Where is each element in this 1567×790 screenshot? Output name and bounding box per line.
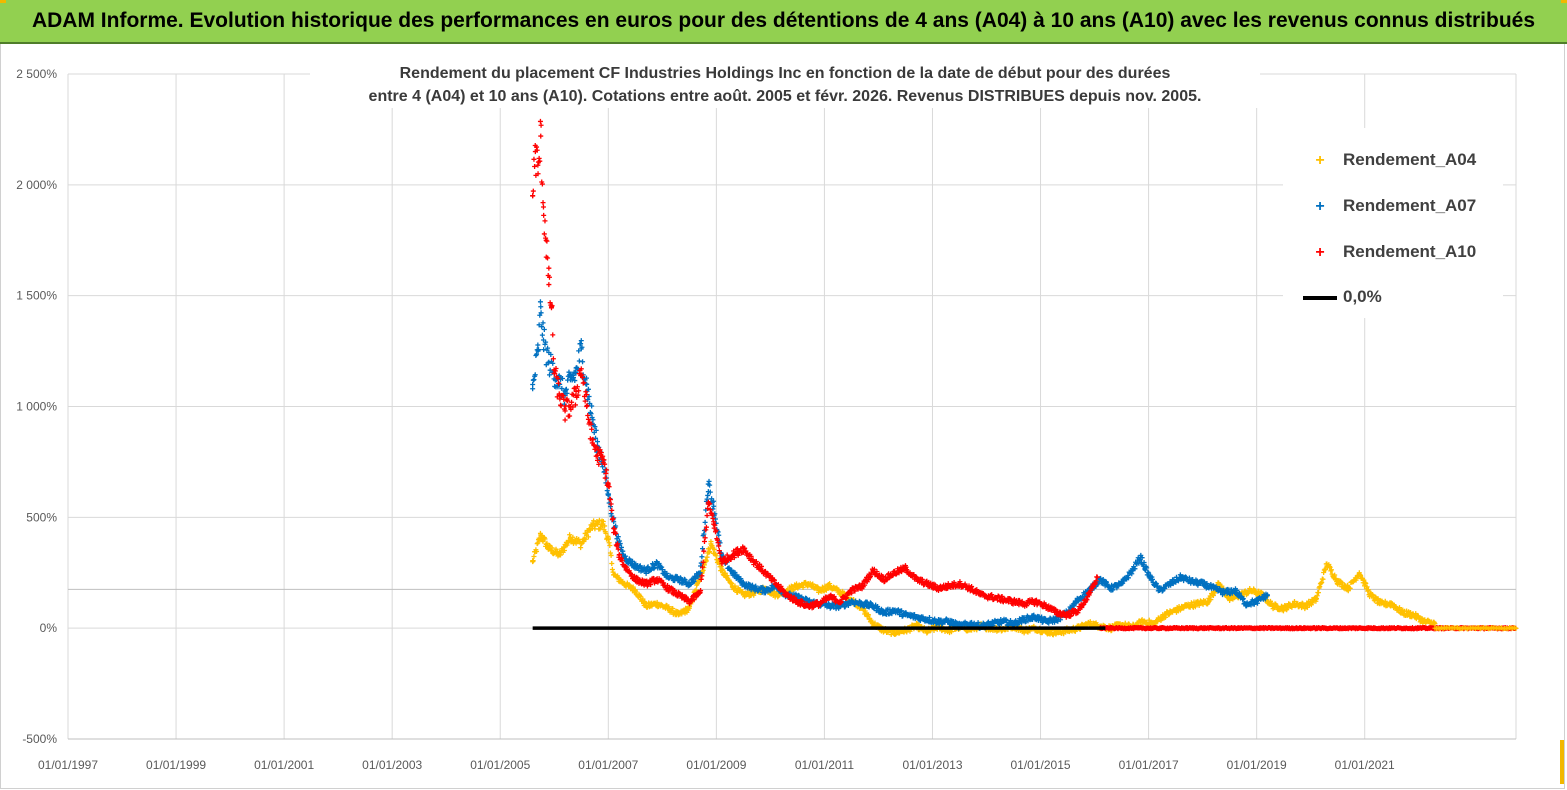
corner-mark-top-left bbox=[0, 0, 6, 3]
marker-a04 bbox=[608, 552, 614, 558]
marker-a10 bbox=[546, 265, 552, 271]
y-tick-label: 1 000% bbox=[16, 400, 57, 414]
legend-marker-a04: + bbox=[1315, 152, 1325, 169]
y-tick-label: 2 000% bbox=[16, 178, 57, 192]
marker-a10 bbox=[541, 212, 547, 218]
x-tick-label: 01/01/2015 bbox=[1011, 758, 1071, 772]
chart-title: Rendement du placement CF Industries Hol… bbox=[310, 62, 1260, 108]
marker-a10 bbox=[542, 218, 548, 224]
marker-a04 bbox=[1192, 604, 1198, 610]
x-tick-label: 01/01/2005 bbox=[470, 758, 530, 772]
marker-a10 bbox=[550, 332, 556, 338]
marker-a07 bbox=[580, 359, 586, 365]
marker-a04 bbox=[585, 534, 591, 540]
marker-a07 bbox=[541, 326, 547, 332]
y-tick-label: 0% bbox=[40, 621, 58, 635]
marker-a04 bbox=[670, 606, 676, 612]
header-divider bbox=[0, 42, 1567, 44]
marker-a07 bbox=[537, 299, 543, 305]
marker-a10 bbox=[538, 133, 544, 139]
marker-a07 bbox=[538, 304, 544, 310]
corner-mark-bottom-right bbox=[1560, 740, 1564, 784]
legend-item-a07: + Rendement_A07 bbox=[1303, 194, 1476, 218]
marker-a04 bbox=[640, 596, 646, 602]
marker-a04 bbox=[595, 520, 601, 526]
legend-label-zero: 0,0% bbox=[1343, 287, 1382, 306]
y-tick-label: -500% bbox=[22, 732, 57, 746]
marker-a04 bbox=[693, 587, 699, 593]
marker-a04 bbox=[711, 547, 717, 553]
chart-frame bbox=[0, 44, 1565, 789]
marker-a10 bbox=[530, 188, 536, 194]
marker-a10 bbox=[589, 426, 595, 432]
chart-title-line2: entre 4 (A04) et 10 ans (A10). Cotations… bbox=[368, 88, 1202, 105]
x-tick-label: 01/01/2009 bbox=[686, 758, 746, 772]
x-tick-label: 01/01/2021 bbox=[1335, 758, 1395, 772]
x-tick-label: 01/01/2007 bbox=[578, 758, 638, 772]
axis-layer: -500% 0% 500% 1 000% 1 500% 2 000% 2 500% 01/01… bbox=[16, 67, 1516, 772]
x-tick-label: 01/01/1997 bbox=[38, 758, 98, 772]
marker-a04 bbox=[591, 518, 597, 524]
marker-a10 bbox=[562, 417, 568, 423]
x-tick-label: 01/01/2019 bbox=[1227, 758, 1287, 772]
marker-a04 bbox=[1208, 597, 1214, 603]
marker-a04 bbox=[542, 536, 548, 542]
legend-label-a10: Rendement_A10 bbox=[1343, 242, 1477, 261]
marker-a04 bbox=[866, 612, 872, 618]
x-tick-label: 01/01/2001 bbox=[254, 758, 314, 772]
legend-item-a10: + Rendement_A10 bbox=[1303, 240, 1476, 264]
marker-a04 bbox=[534, 548, 540, 554]
x-tick-label: 01/01/1999 bbox=[146, 758, 206, 772]
marker-a10 bbox=[540, 200, 546, 206]
legend-marker-a07: + bbox=[1315, 198, 1325, 215]
legend-marker-a10: + bbox=[1315, 244, 1325, 261]
legend-line-zero bbox=[1303, 295, 1337, 300]
marker-a07 bbox=[539, 332, 545, 338]
marker-a04 bbox=[561, 548, 567, 554]
legend-item-zero: 0,0% bbox=[1303, 285, 1382, 309]
marker-a04 bbox=[704, 554, 710, 560]
marker-a04 bbox=[609, 560, 615, 566]
marker-a07 bbox=[699, 554, 705, 560]
legend-label-a07: Rendement_A07 bbox=[1343, 196, 1477, 215]
marker-a07 bbox=[535, 342, 541, 348]
marker-a07 bbox=[702, 519, 708, 525]
marker-a04 bbox=[1210, 592, 1216, 598]
report-title: ADAM Informe. Evolution historique des p… bbox=[31, 9, 1536, 32]
legend-label-a04: Rendement_A04 bbox=[1343, 150, 1477, 169]
marker-a07 bbox=[576, 358, 582, 364]
chart-title-line1: Rendement du placement CF Industries Hol… bbox=[399, 65, 1171, 82]
marker-a10 bbox=[530, 193, 536, 199]
legend: + Rendement_A04 + Rendement_A07 + Rendement… bbox=[1283, 128, 1503, 318]
marker-a07 bbox=[530, 386, 536, 392]
marker-a10 bbox=[538, 122, 544, 128]
marker-a04 bbox=[531, 553, 537, 559]
x-tick-label: 01/01/2011 bbox=[795, 758, 854, 772]
marker-a07 bbox=[547, 372, 553, 378]
y-tick-label: 500% bbox=[26, 510, 57, 524]
y-tick-label: 2 500% bbox=[16, 67, 57, 81]
x-tick-label: 01/01/2013 bbox=[902, 758, 962, 772]
marker-a04 bbox=[607, 543, 613, 549]
header-bar: ADAM Informe. Evolution historique des p… bbox=[0, 0, 1567, 42]
marker-a10 bbox=[546, 282, 552, 288]
corner-mark-top-right bbox=[1561, 0, 1567, 3]
legend-item-a04: + Rendement_A04 bbox=[1303, 148, 1476, 172]
marker-a10 bbox=[531, 156, 537, 162]
x-tick-label: 01/01/2017 bbox=[1119, 758, 1179, 772]
marker-a10 bbox=[584, 404, 590, 409]
marker-a04 bbox=[603, 530, 609, 536]
marker-a10 bbox=[540, 204, 546, 210]
marker-a04 bbox=[596, 517, 602, 523]
marker-a04 bbox=[530, 559, 536, 565]
y-tick-label: 1 500% bbox=[16, 289, 57, 303]
x-tick-label: 01/01/2003 bbox=[362, 758, 422, 772]
